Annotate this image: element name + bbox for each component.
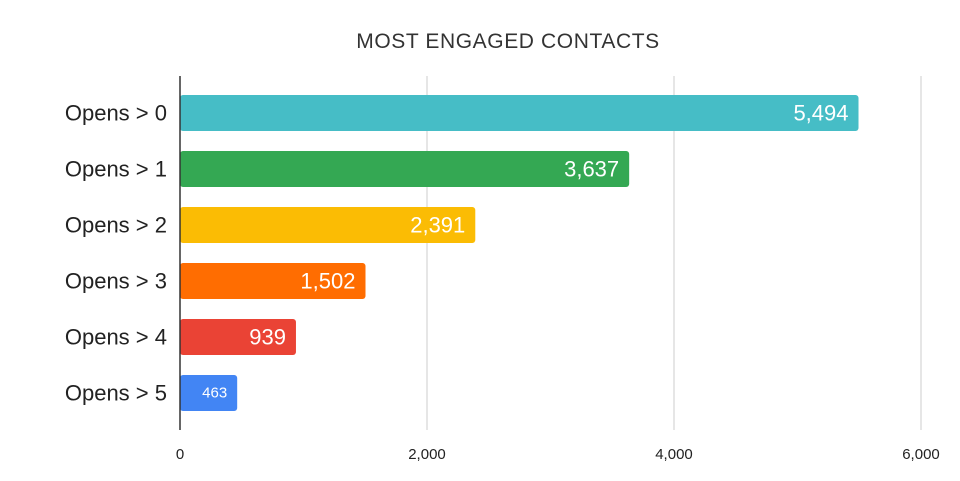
bar — [180, 319, 296, 355]
category-label: Opens > 3 — [65, 269, 167, 294]
x-tick-label: 2,000 — [408, 446, 446, 463]
x-tick-label: 6,000 — [902, 446, 940, 463]
bar-value-label: 2,391 — [410, 213, 465, 238]
bar-value-label: 3,637 — [564, 157, 619, 182]
bar-value-label: 939 — [249, 325, 286, 350]
category-label: Opens > 4 — [65, 325, 167, 350]
bar — [180, 263, 366, 299]
category-label: Opens > 1 — [65, 157, 167, 182]
bars: 5,494 3,637 2,391 1,502 939 463 — [180, 95, 859, 411]
chart-title: MOST ENGAGED CONTACTS — [356, 30, 660, 53]
gridlines — [426, 76, 922, 430]
bar — [180, 375, 238, 411]
bar-value-label: 1,502 — [300, 269, 355, 294]
x-tick-label: 0 — [176, 446, 184, 463]
category-label: Opens > 0 — [65, 101, 167, 126]
category-label: Opens > 2 — [65, 213, 167, 238]
x-axis-ticks: 0 2,000 4,000 6,000 — [176, 446, 940, 463]
bar-value-label: 463 — [202, 385, 227, 402]
bar — [180, 95, 859, 131]
bar-value-label: 5,494 — [793, 101, 848, 126]
category-label: Opens > 5 — [65, 381, 167, 406]
bar — [180, 151, 630, 187]
category-labels: Opens > 0 Opens > 1 Opens > 2 Opens > 3 Open… — [65, 101, 167, 406]
bar — [180, 207, 476, 243]
x-tick-label: 4,000 — [655, 446, 693, 463]
